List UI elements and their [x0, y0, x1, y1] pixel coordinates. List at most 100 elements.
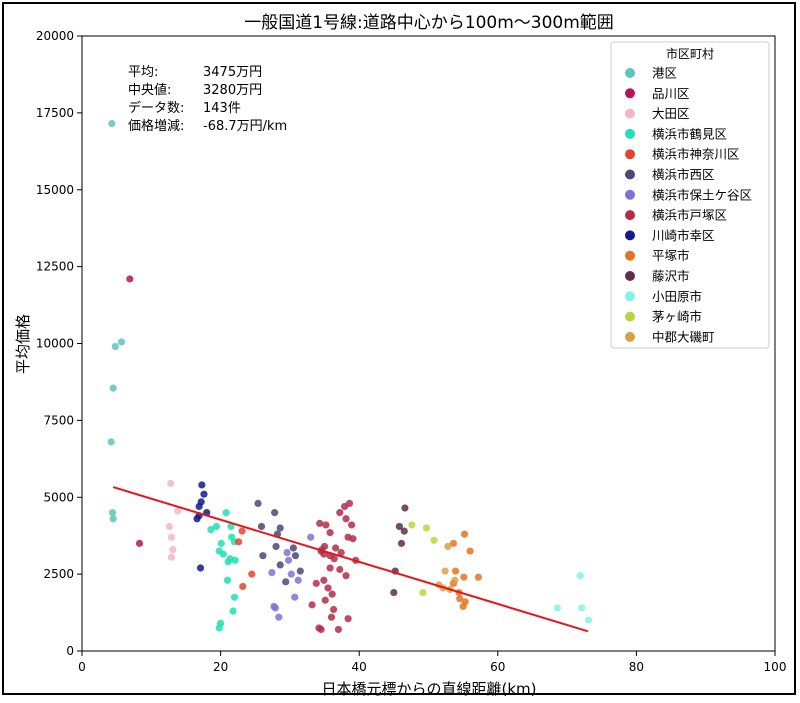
data-point — [337, 549, 345, 557]
legend-title: 市区町村 — [666, 46, 714, 61]
data-point — [275, 613, 283, 621]
legend-label: 川崎市幸区 — [652, 228, 715, 243]
data-point — [347, 521, 356, 529]
data-point — [334, 625, 343, 634]
data-point — [207, 525, 215, 534]
y-axis-label: 平均価格 — [14, 314, 32, 374]
data-point — [336, 565, 344, 574]
data-point — [401, 504, 409, 512]
data-point — [174, 507, 182, 515]
data-point — [200, 490, 208, 498]
data-point — [466, 547, 474, 555]
data-point — [259, 552, 267, 560]
legend-label: 大田区 — [652, 106, 690, 121]
legend-label: 平塚市 — [652, 248, 690, 263]
legend-marker — [625, 271, 635, 281]
trend-line — [112, 486, 589, 633]
legend-label: 横浜市鶴見区 — [652, 126, 727, 141]
data-point — [257, 522, 266, 531]
data-point — [576, 572, 584, 580]
y-tick-label: 2500 — [43, 567, 74, 581]
scatter-chart: 一般国道1号線:道路中心から100m～300m範囲 0 20 40 60 80 100 0… — [14, 13, 786, 698]
chart-title: 一般国道1号線:道路中心から100m～300m範囲 — [244, 13, 614, 33]
data-point — [109, 515, 117, 523]
data-point — [342, 515, 350, 523]
data-point — [459, 602, 467, 611]
legend-marker — [625, 128, 635, 139]
data-point — [430, 536, 438, 544]
legend-label: 港区 — [652, 66, 677, 81]
legend-marker — [625, 108, 635, 119]
data-point — [349, 535, 357, 543]
legend-marker — [625, 250, 635, 261]
legend-label: 茅ヶ崎市 — [652, 309, 702, 324]
data-point — [422, 524, 431, 532]
stat-value: 3475万円 — [203, 65, 262, 80]
data-point — [322, 521, 330, 529]
data-point — [271, 509, 279, 517]
legend-label: 横浜市戸塚区 — [652, 208, 727, 223]
x-axis: 0 20 40 60 80 100 — [78, 651, 786, 674]
data-point — [126, 275, 134, 283]
data-point — [342, 572, 350, 580]
data-point — [308, 601, 316, 609]
y-tick-label: 12500 — [36, 260, 74, 274]
data-point — [456, 595, 464, 603]
data-point — [165, 522, 173, 531]
data-point — [307, 533, 315, 541]
data-point — [321, 596, 329, 604]
legend-label: 藤沢市 — [652, 269, 690, 284]
data-point — [553, 604, 561, 612]
data-point — [312, 579, 320, 587]
data-points — [107, 120, 593, 634]
data-point — [108, 509, 117, 517]
data-point — [268, 568, 276, 577]
data-point — [227, 522, 235, 531]
stat-value: 3280万円 — [203, 83, 262, 98]
data-point — [441, 567, 449, 575]
data-point — [167, 533, 175, 541]
legend-marker — [625, 88, 635, 99]
data-point — [327, 613, 336, 621]
x-tick-label: 100 — [764, 660, 787, 674]
y-tick-label: 5000 — [43, 490, 74, 504]
data-point — [109, 384, 117, 392]
y-axis: 0 2500 5000 7500 10000 12500 15000 17500 20000 — [36, 29, 82, 658]
x-tick-label: 0 — [78, 660, 86, 674]
legend-marker — [625, 149, 635, 160]
data-point — [328, 590, 336, 598]
data-point — [460, 530, 469, 538]
data-point — [107, 438, 115, 446]
data-point — [222, 509, 230, 517]
data-point — [272, 542, 280, 551]
y-tick-label: 0 — [66, 644, 74, 658]
data-point — [224, 558, 232, 566]
legend-marker — [625, 210, 635, 221]
data-point — [332, 544, 340, 552]
data-point — [270, 602, 278, 611]
data-point — [397, 539, 406, 547]
data-point — [294, 576, 302, 584]
data-point — [330, 555, 338, 563]
data-point — [196, 564, 205, 572]
y-tick-label: 10000 — [36, 337, 74, 351]
data-point — [451, 576, 459, 584]
data-point — [108, 120, 116, 128]
data-point — [395, 522, 403, 531]
data-point — [219, 550, 227, 558]
data-point — [198, 481, 206, 489]
data-point — [117, 338, 126, 346]
stat-label: データ数: — [128, 100, 184, 116]
data-point — [400, 527, 408, 535]
stat-label: 中央値: — [128, 82, 171, 98]
stat-value: 143件 — [203, 101, 241, 116]
data-point — [449, 539, 458, 547]
data-point — [239, 582, 247, 591]
data-point — [345, 499, 354, 507]
legend-label: 中郡大磯町 — [652, 329, 715, 344]
x-tick-label: 60 — [490, 660, 505, 674]
data-point — [444, 542, 452, 551]
y-tick-label: 17500 — [36, 106, 74, 120]
data-point — [584, 616, 593, 624]
